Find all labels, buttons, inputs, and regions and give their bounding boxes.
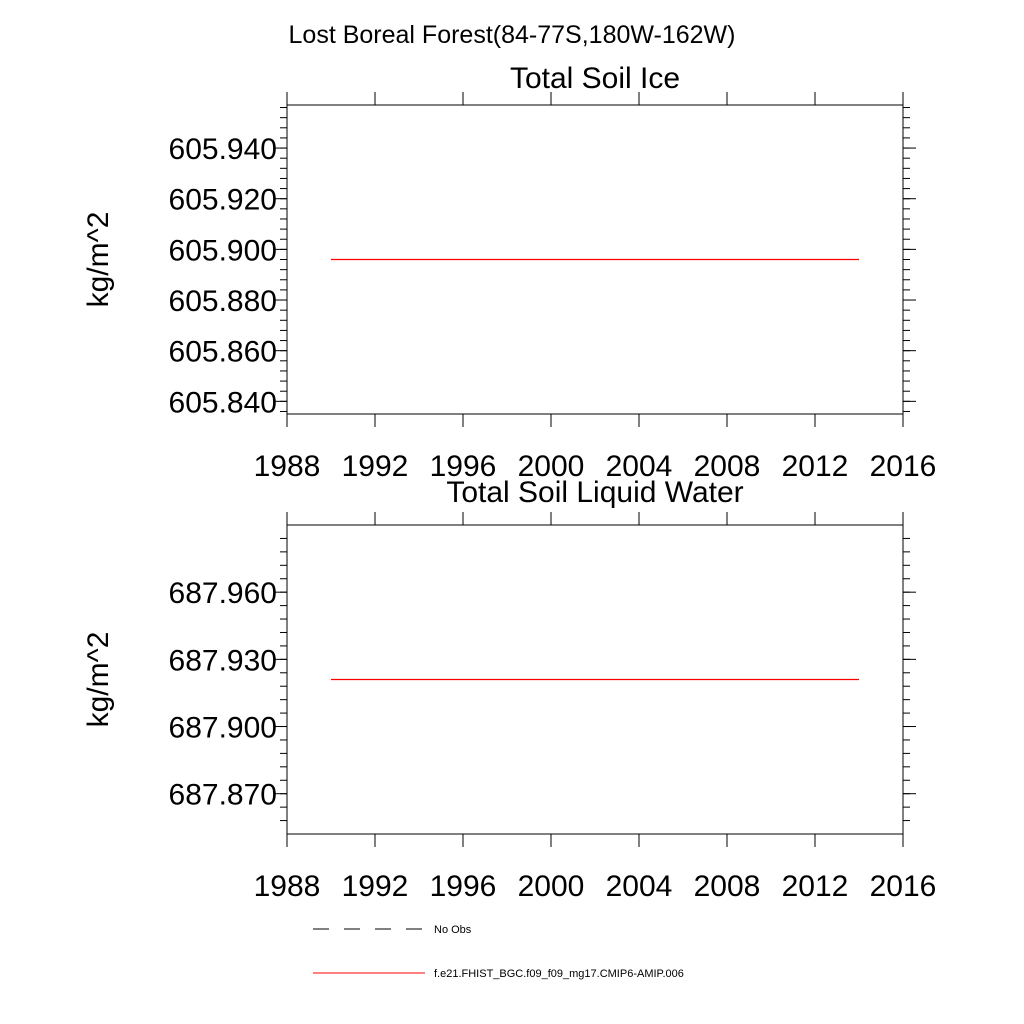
panel-total-soil-liquid-water: Total Soil Liquid Water kg/m^2 1988 1992 199… xyxy=(82,476,936,903)
x-tick-label: 2000 xyxy=(518,870,585,903)
x-tick-label: 2004 xyxy=(606,870,673,903)
x-tick-label: 2000 xyxy=(518,450,585,483)
figure-title: Lost Boreal Forest(84-77S,180W-162W) xyxy=(289,21,736,49)
x-tick-label: 2016 xyxy=(870,870,937,903)
x-tick-label: 1992 xyxy=(342,450,409,483)
panel-total-soil-ice: Total Soil Ice kg/m^2 1988 1992 1996 2000 2004… xyxy=(82,62,936,483)
x-tick-label: 2008 xyxy=(694,450,761,483)
y-tick-label: 687.900 xyxy=(169,712,277,745)
y-tick-label: 687.870 xyxy=(169,779,277,812)
y-tick-label: 605.940 xyxy=(169,133,277,166)
y-tick-label: 605.860 xyxy=(169,336,277,369)
panel-title: Total Soil Ice xyxy=(510,62,680,95)
y-tick-label: 605.920 xyxy=(169,184,277,217)
legend-label: No Obs xyxy=(434,924,472,936)
legend-label: f.e21.FHIST_BGC.f09_f09_mg17.CMIP6-AMIP.… xyxy=(434,968,684,980)
x-tick-label: 2016 xyxy=(870,450,937,483)
y-tick-label: 687.930 xyxy=(169,644,277,677)
x-tick-label: 1988 xyxy=(254,450,321,483)
x-tick-label: 1996 xyxy=(430,870,497,903)
legend: No Obs f.e21.FHIST_BGC.f09_f09_mg17.CMIP6… xyxy=(313,924,684,980)
x-tick-label: 1988 xyxy=(254,870,321,903)
x-tick-label: 2012 xyxy=(782,450,849,483)
y-axis-label: kg/m^2 xyxy=(82,212,115,308)
y-axis-label: kg/m^2 xyxy=(82,632,115,728)
x-tick-label: 2008 xyxy=(694,870,761,903)
x-tick-label: 2012 xyxy=(782,870,849,903)
panel-title: Total Soil Liquid Water xyxy=(446,476,743,509)
y-tick-label: 605.880 xyxy=(169,285,277,318)
plot-frame xyxy=(286,524,904,835)
x-tick-label: 1996 xyxy=(430,450,497,483)
y-tick-label: 605.900 xyxy=(169,234,277,267)
y-tick-label: 687.960 xyxy=(169,577,277,610)
y-tick-label: 605.840 xyxy=(169,386,277,419)
x-tick-label: 1992 xyxy=(342,870,409,903)
x-tick-label: 2004 xyxy=(606,450,673,483)
